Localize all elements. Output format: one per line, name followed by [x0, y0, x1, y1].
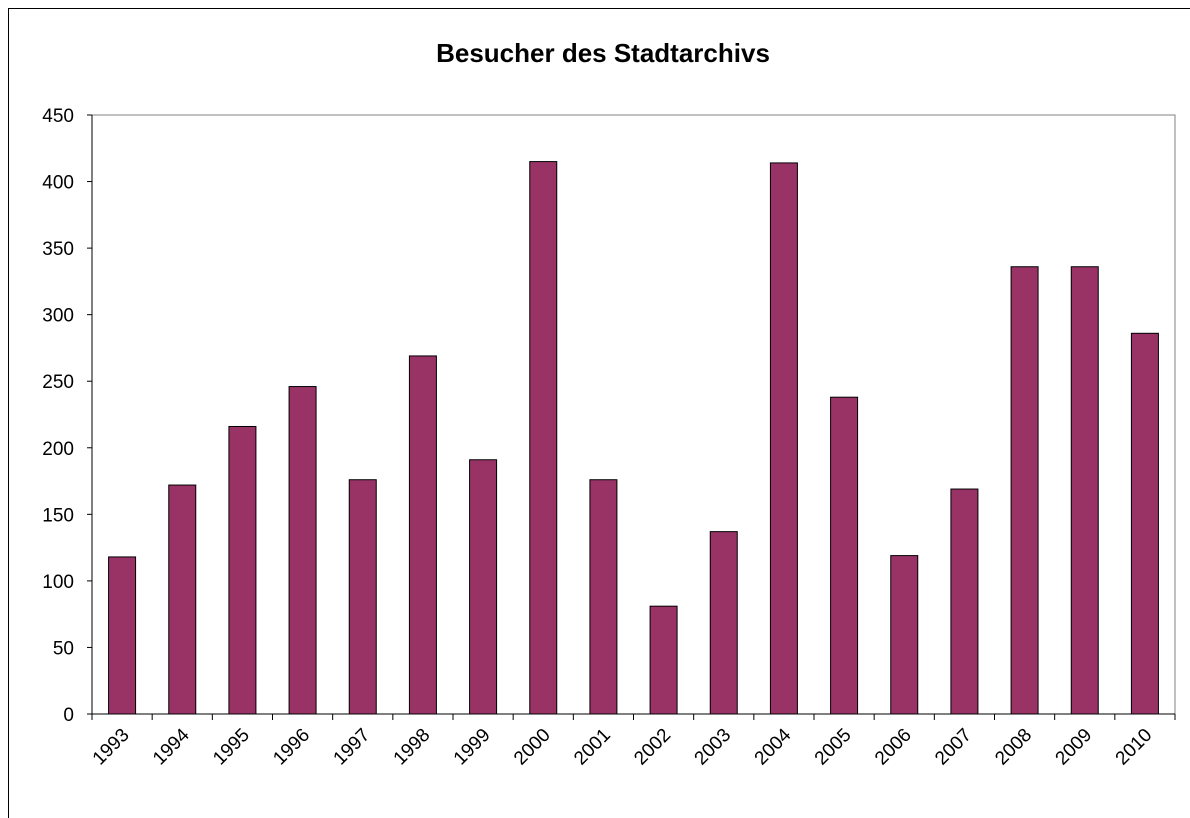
bar — [1070, 266, 1099, 715]
bar — [108, 556, 137, 715]
bar — [228, 425, 257, 715]
bar — [1130, 332, 1159, 715]
y-tick-label: 350 — [42, 239, 74, 260]
bar — [830, 396, 859, 715]
bar — [348, 479, 377, 715]
chart-title: Besucher des Stadtarchivs — [436, 38, 770, 68]
y-tick-label: 400 — [42, 173, 74, 194]
y-tick-label: 250 — [42, 372, 74, 393]
y-tick-label: 100 — [42, 572, 74, 593]
bar — [769, 162, 798, 715]
bar — [589, 479, 618, 715]
y-tick-label: 200 — [42, 439, 74, 460]
bar — [950, 488, 979, 715]
bar — [649, 605, 678, 715]
bar — [408, 355, 437, 715]
bar — [469, 459, 498, 715]
bar — [529, 161, 558, 715]
y-tick-label: 300 — [42, 306, 74, 327]
bar — [288, 386, 317, 715]
bar — [168, 484, 197, 715]
bar — [709, 531, 738, 715]
y-tick-label: 0 — [63, 705, 74, 726]
y-tick-label: 450 — [42, 106, 74, 127]
y-tick-label: 50 — [53, 638, 74, 659]
bar — [890, 555, 919, 715]
y-tick-label: 150 — [42, 505, 74, 526]
bar — [1010, 266, 1039, 715]
